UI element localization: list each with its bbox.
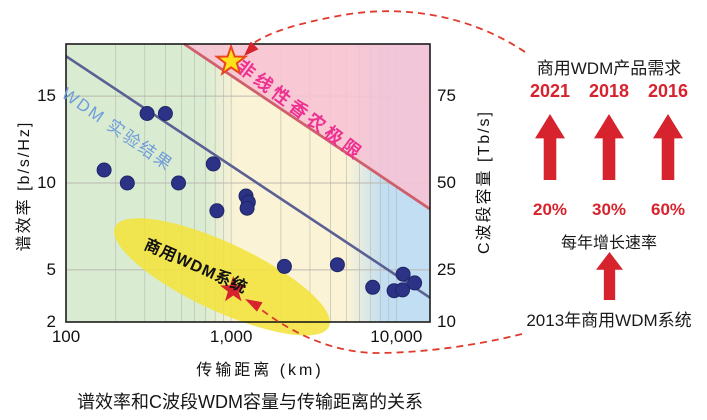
panel-title: 商用WDM产品需求 (536, 59, 682, 78)
figure-caption: 谱效率和C波段WDM容量与传输距离的关系 (77, 392, 423, 412)
connector-arc-bottom (253, 303, 523, 354)
y-right-tick-label: 75 (437, 86, 456, 106)
up-arrow-icon (535, 114, 565, 180)
y-right-tick-label: 50 (437, 173, 456, 192)
y-left-tick-label: 15 (37, 86, 56, 106)
y-right-tick-label: 25 (437, 259, 456, 279)
growth-rate-row: 20% 30% 60% (516, 200, 702, 220)
y-right-tick-label: 10 (437, 312, 456, 331)
growth-arrows-row (516, 114, 702, 180)
x-tick-label: 100 (51, 327, 81, 346)
y-left-tick-label: 10 (37, 173, 56, 192)
y-left-tick-label: 5 (46, 259, 56, 279)
growth-rate: 20% (532, 200, 568, 219)
up-arrow-icon (594, 114, 624, 180)
commercial-system-star (220, 275, 247, 302)
year-label: 2021 (529, 81, 571, 101)
x-tick-label: 1,000 (209, 327, 253, 346)
year-label: 2018 (588, 81, 630, 101)
demand-annotation-panel: 商用WDM产品需求 2021 2018 2016 20% 30% 60% 每年增… (516, 0, 702, 420)
chart-generated-layer (65, 42, 431, 336)
connector-arrowhead-top (244, 41, 259, 56)
up-arrow-icon (596, 252, 623, 300)
baseline-system-label: 2013年商用WDM系统 (526, 311, 692, 330)
up-arrow-icon (653, 114, 683, 180)
growth-rate: 30% (591, 200, 627, 219)
connector-arc-top (250, 10, 526, 53)
growth-caption: 每年增长速率 (560, 235, 657, 252)
x-tick-label: 10,000 (370, 327, 423, 346)
year-labels-row: 2021 2018 2016 (516, 81, 702, 102)
dashed-connectors (244, 10, 526, 354)
record-experiment-star (214, 43, 249, 76)
x-axis-title: 传输距离 (km) (196, 362, 324, 379)
year-label: 2016 (647, 81, 689, 101)
connector-arrowhead-bottom (245, 299, 263, 312)
y-left-tick-label: 2 (46, 312, 56, 331)
growth-rate: 60% (650, 200, 686, 219)
